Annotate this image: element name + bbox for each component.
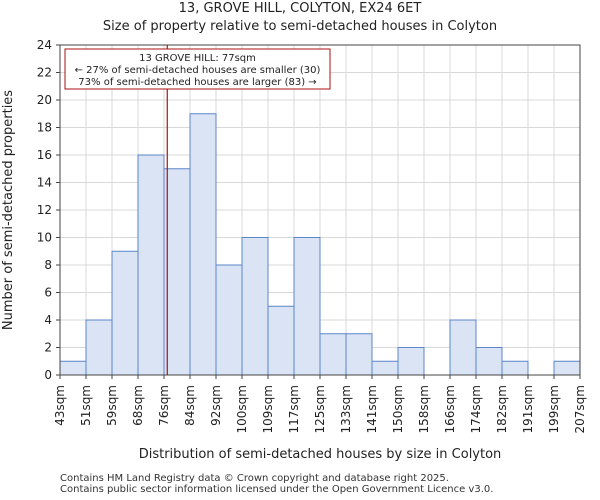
y-tick-label: 14 bbox=[37, 176, 52, 190]
x-tick-label: 166sqm bbox=[443, 385, 457, 433]
x-tick-label: 51sqm bbox=[79, 385, 93, 426]
x-tick-label: 43sqm bbox=[53, 385, 67, 426]
histogram-bar bbox=[371, 360, 399, 376]
histogram-bar bbox=[85, 319, 113, 376]
y-tick-label: 22 bbox=[37, 66, 52, 80]
x-tick-label: 125sqm bbox=[313, 385, 327, 433]
x-tick-label: 117sqm bbox=[287, 385, 301, 433]
x-tick-label: 199sqm bbox=[547, 385, 561, 433]
y-tick-label: 0 bbox=[44, 368, 52, 382]
x-tick-label: 174sqm bbox=[469, 385, 483, 433]
x-axis-label: Distribution of semi-detached houses by … bbox=[139, 447, 502, 462]
annotation-box bbox=[64, 48, 331, 90]
x-tick-label: 182sqm bbox=[495, 385, 509, 433]
y-axis-label: Number of semi-detached properties bbox=[1, 90, 16, 330]
y-tick-label: 6 bbox=[44, 286, 52, 300]
x-tick-label: 158sqm bbox=[417, 385, 431, 433]
chart-title-address: 13, GROVE HILL, COLYTON, EX24 6ET bbox=[178, 1, 422, 16]
histogram-bar bbox=[475, 347, 503, 376]
histogram-bar bbox=[215, 264, 243, 376]
y-tick-label: 12 bbox=[37, 203, 52, 217]
histogram-bar bbox=[111, 250, 139, 376]
x-tick-label: 76sqm bbox=[157, 385, 171, 426]
y-tick-label: 2 bbox=[44, 341, 52, 355]
histogram-bar bbox=[137, 154, 165, 376]
histogram-bar bbox=[501, 360, 529, 376]
y-tick-label: 16 bbox=[37, 148, 52, 162]
annotation-text: 73% of semi-detached houses are larger (… bbox=[78, 77, 316, 88]
x-tick-label: 68sqm bbox=[131, 385, 145, 426]
y-tick-label: 20 bbox=[37, 93, 52, 107]
histogram-bar bbox=[241, 237, 269, 376]
histogram-bar bbox=[189, 113, 217, 376]
histogram-bar bbox=[319, 333, 347, 376]
footer-licence: Contains public sector information licen… bbox=[60, 484, 494, 495]
x-tick-label: 141sqm bbox=[365, 385, 379, 433]
annotation-text: 13 GROVE HILL: 77sqm bbox=[139, 53, 256, 64]
histogram-bar bbox=[267, 305, 295, 376]
x-tick-label: 100sqm bbox=[235, 385, 249, 433]
histogram-bar bbox=[59, 360, 87, 376]
x-tick-label: 191sqm bbox=[521, 385, 535, 433]
x-tick-label: 84sqm bbox=[183, 385, 197, 426]
y-tick-label: 8 bbox=[44, 258, 52, 272]
y-tick-label: 10 bbox=[37, 231, 52, 245]
histogram-bar bbox=[553, 360, 581, 376]
y-tick-label: 4 bbox=[44, 313, 52, 327]
histogram-bar bbox=[163, 168, 191, 376]
annotation-text: ← 27% of semi-detached houses are smalle… bbox=[75, 65, 321, 76]
x-tick-label: 150sqm bbox=[391, 385, 405, 433]
x-tick-label: 59sqm bbox=[105, 385, 119, 426]
y-tick-label: 18 bbox=[37, 121, 52, 135]
x-tick-label: 109sqm bbox=[261, 385, 275, 433]
y-tick-label: 24 bbox=[37, 38, 52, 52]
x-tick-label: 133sqm bbox=[339, 385, 353, 433]
footer-copyright: Contains HM Land Registry data © Crown c… bbox=[60, 473, 449, 484]
histogram-bar bbox=[449, 319, 477, 376]
chart-title: Size of property relative to semi-detach… bbox=[102, 19, 498, 34]
histogram-bar bbox=[397, 347, 425, 376]
histogram-bar bbox=[345, 333, 373, 376]
x-tick-label: 207sqm bbox=[573, 385, 587, 433]
x-tick-label: 92sqm bbox=[209, 385, 223, 426]
histogram-bar bbox=[293, 237, 321, 376]
